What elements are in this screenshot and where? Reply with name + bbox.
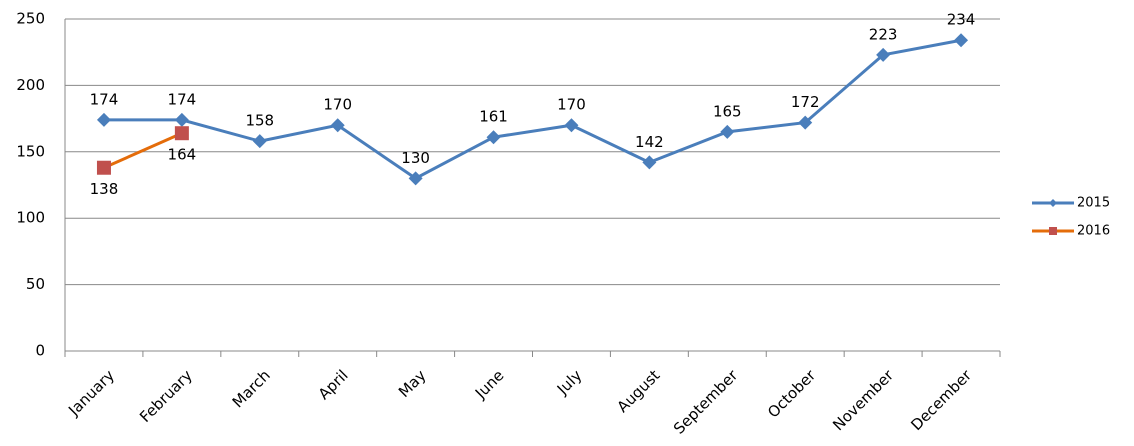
y-tick-label: 150 xyxy=(16,142,45,160)
data-point xyxy=(174,126,189,141)
x-tick-label: October xyxy=(764,366,820,422)
y-tick-label: 0 xyxy=(35,342,45,360)
data-point xyxy=(564,118,579,133)
data-point xyxy=(954,33,969,48)
data-label: 142 xyxy=(635,133,664,151)
data-label: 158 xyxy=(245,112,274,130)
data-label: 234 xyxy=(947,11,976,29)
series-line xyxy=(103,131,183,170)
legend-marker xyxy=(1049,227,1057,235)
data-label: 170 xyxy=(323,96,352,114)
legend-marker xyxy=(1049,199,1057,207)
x-tick-label: March xyxy=(229,366,274,411)
data-point xyxy=(798,115,813,130)
data-label: 172 xyxy=(791,93,820,111)
x-tick-label: August xyxy=(614,366,664,416)
data-label: 161 xyxy=(479,108,508,126)
data-point xyxy=(252,134,267,149)
x-tick-label: November xyxy=(829,366,897,434)
data-label: 165 xyxy=(713,102,742,120)
y-tick-label: 100 xyxy=(16,209,45,227)
y-tick-label: 50 xyxy=(26,275,45,293)
data-label: 174 xyxy=(90,90,119,108)
data-point xyxy=(486,130,501,145)
legend-label: 2016 xyxy=(1077,224,1110,239)
x-tick-label: September xyxy=(670,366,742,438)
x-tick-label: May xyxy=(395,366,430,401)
x-tick-label: January xyxy=(64,366,118,420)
x-tick-label: February xyxy=(136,366,196,426)
data-label: 138 xyxy=(90,180,119,198)
series-line xyxy=(103,38,962,181)
x-tick-label: July xyxy=(553,366,586,399)
data-point xyxy=(408,171,423,186)
data-label: 164 xyxy=(168,146,197,164)
x-tick-label: December xyxy=(907,366,975,434)
legend-label: 2015 xyxy=(1077,196,1110,211)
y-tick-label: 250 xyxy=(16,10,45,28)
data-point xyxy=(642,155,657,170)
y-tick-label: 200 xyxy=(16,76,45,94)
x-tick-label: April xyxy=(315,366,352,403)
data-point xyxy=(96,112,111,127)
x-tick-label: June xyxy=(471,366,508,403)
data-point xyxy=(330,118,345,133)
data-label: 223 xyxy=(869,25,898,43)
data-point xyxy=(876,47,891,62)
data-label: 130 xyxy=(401,149,430,167)
data-label: 174 xyxy=(168,90,197,108)
data-point xyxy=(96,160,111,175)
data-label: 170 xyxy=(557,96,586,114)
data-point xyxy=(720,124,735,139)
data-point xyxy=(174,112,189,127)
